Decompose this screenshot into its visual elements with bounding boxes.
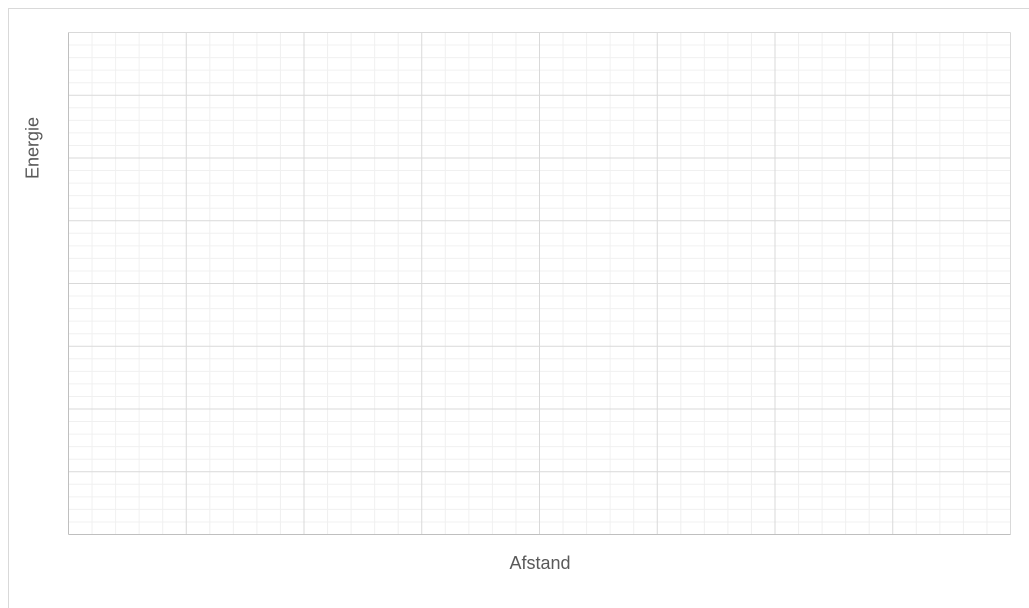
chart-area-border (8, 8, 1029, 608)
x-axis-title: Afstand (509, 553, 571, 573)
major-gridlines (68, 32, 1011, 535)
y-axis-title: Energie (22, 116, 43, 180)
plot-area (68, 32, 1011, 535)
axes (68, 32, 1011, 535)
